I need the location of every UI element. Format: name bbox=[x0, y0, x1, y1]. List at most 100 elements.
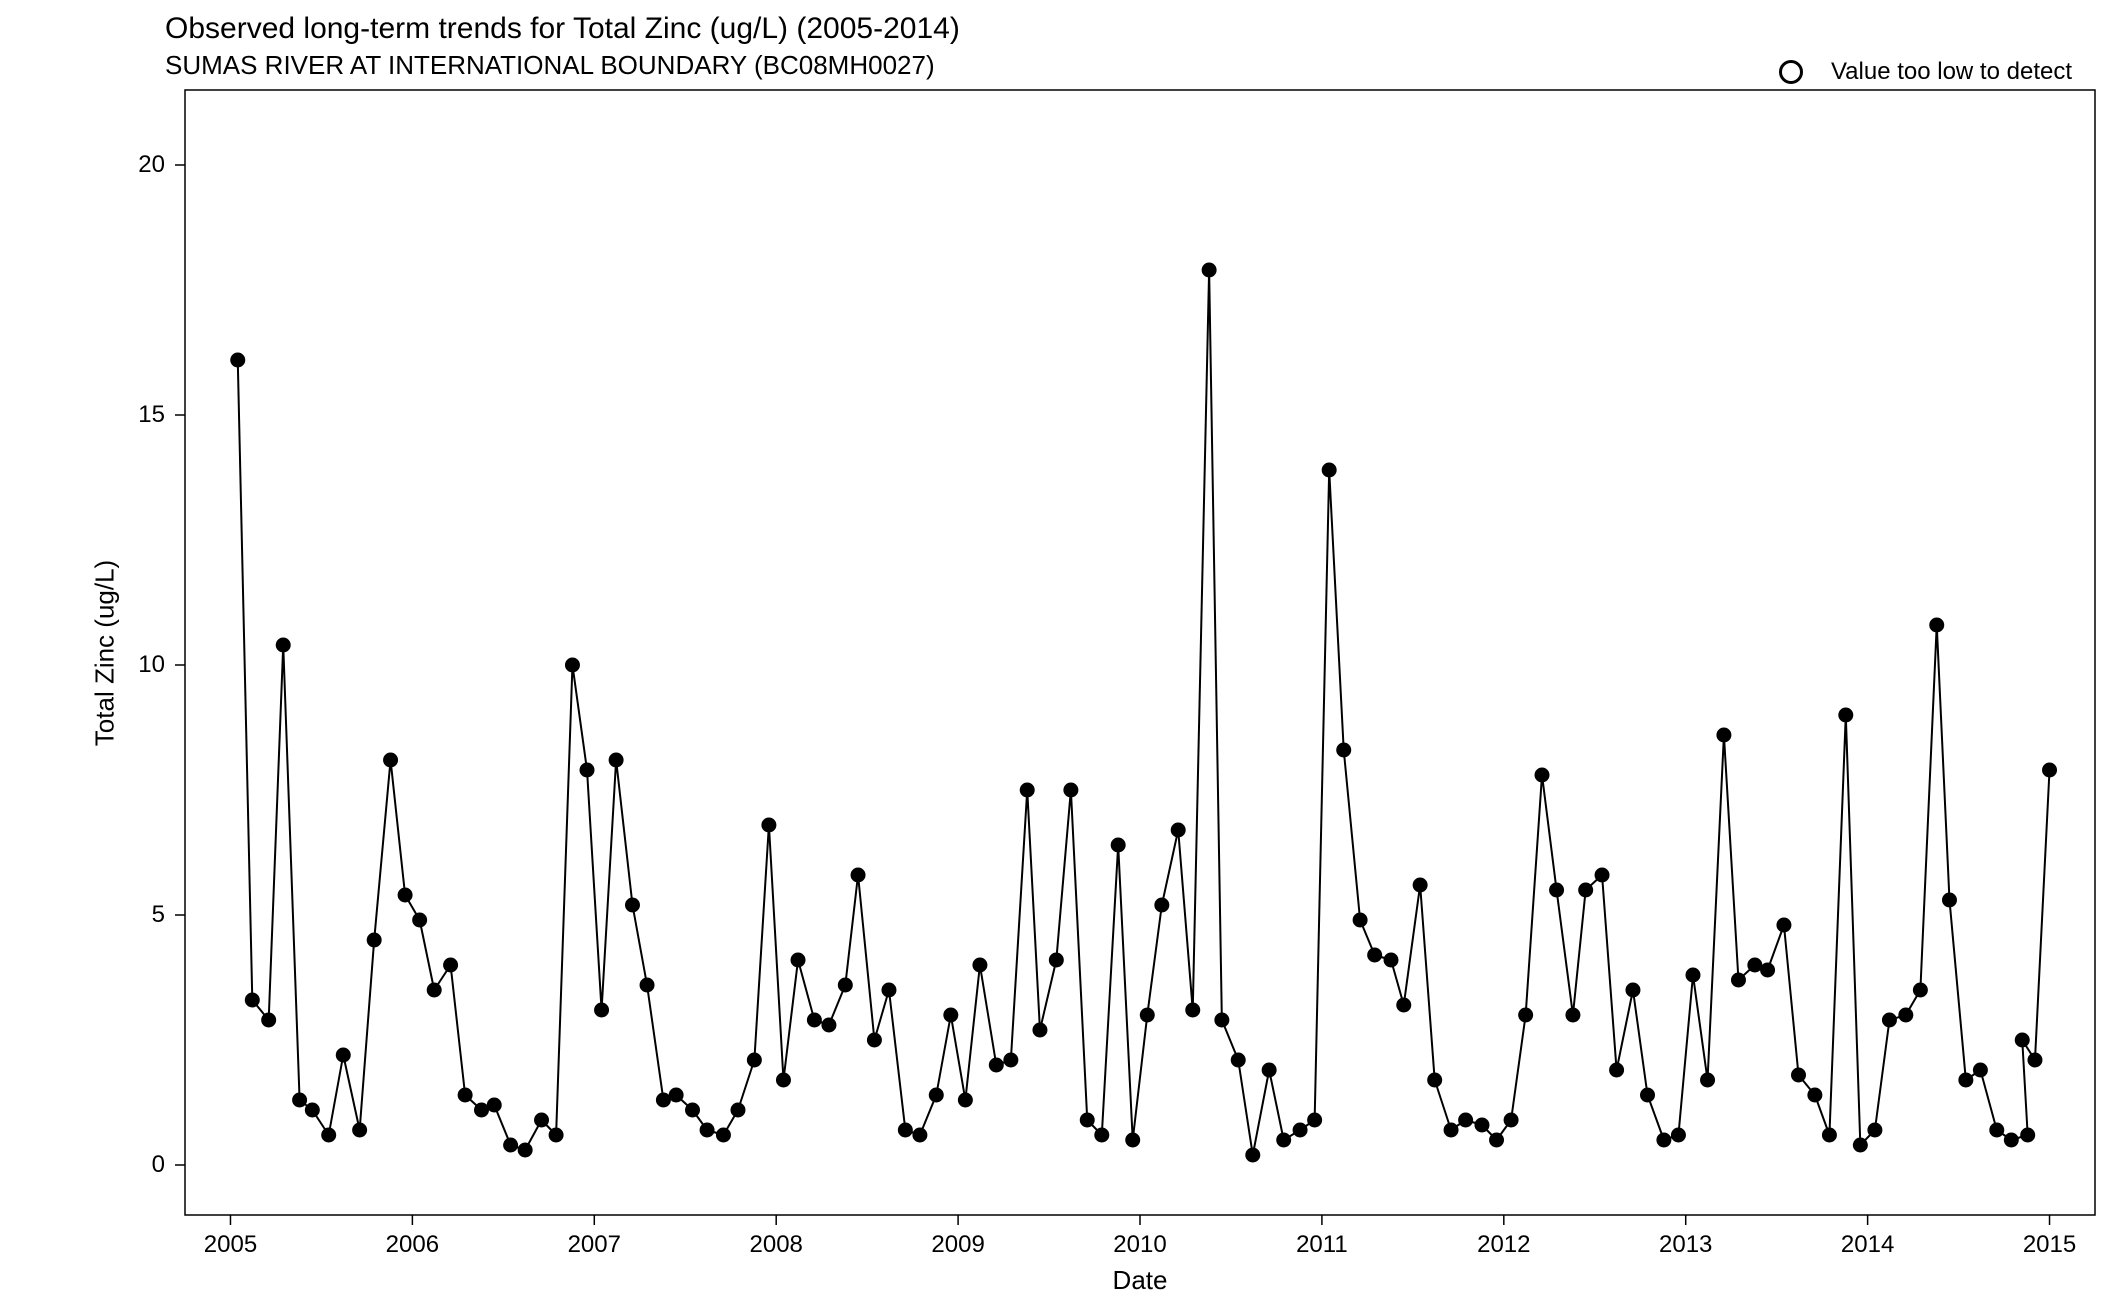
data-point bbox=[747, 1053, 761, 1067]
data-point bbox=[2043, 763, 2057, 777]
data-point bbox=[353, 1123, 367, 1137]
data-point bbox=[851, 868, 865, 882]
data-point bbox=[1626, 983, 1640, 997]
y-tick-label: 20 bbox=[138, 151, 165, 179]
x-tick-label: 2012 bbox=[1477, 1231, 1530, 1259]
data-point bbox=[1839, 708, 1853, 722]
data-point bbox=[231, 353, 245, 367]
data-point bbox=[2015, 1033, 2029, 1047]
y-tick-label: 0 bbox=[152, 1151, 165, 1179]
data-point bbox=[1231, 1053, 1245, 1067]
data-point bbox=[791, 953, 805, 967]
data-point bbox=[475, 1103, 489, 1117]
data-point bbox=[656, 1093, 670, 1107]
data-point bbox=[1671, 1128, 1685, 1142]
data-point bbox=[1717, 728, 1731, 742]
data-point bbox=[700, 1123, 714, 1137]
data-point bbox=[1566, 1008, 1580, 1022]
data-point bbox=[1701, 1073, 1715, 1087]
data-point bbox=[1459, 1113, 1473, 1127]
data-point bbox=[716, 1128, 730, 1142]
data-point bbox=[1246, 1148, 1260, 1162]
data-point bbox=[504, 1138, 518, 1152]
data-point bbox=[1475, 1118, 1489, 1132]
x-tick-label: 2007 bbox=[568, 1231, 621, 1259]
data-point bbox=[1111, 838, 1125, 852]
data-point bbox=[1930, 618, 1944, 632]
x-axis-label: Date bbox=[1113, 1265, 1168, 1296]
data-point bbox=[1731, 973, 1745, 987]
data-point bbox=[245, 993, 259, 1007]
y-axis-label: Total Zinc (ug/L) bbox=[90, 559, 121, 745]
data-point bbox=[305, 1103, 319, 1117]
data-point bbox=[1004, 1053, 1018, 1067]
x-tick-label: 2005 bbox=[204, 1231, 257, 1259]
data-point bbox=[1550, 883, 1564, 897]
data-point bbox=[1579, 883, 1593, 897]
data-point bbox=[398, 888, 412, 902]
data-point bbox=[1215, 1013, 1229, 1027]
data-point bbox=[1761, 963, 1775, 977]
data-point bbox=[1868, 1123, 1882, 1137]
data-point bbox=[1822, 1128, 1836, 1142]
data-point bbox=[1748, 958, 1762, 972]
data-point bbox=[384, 753, 398, 767]
data-point bbox=[535, 1113, 549, 1127]
data-point bbox=[882, 983, 896, 997]
data-point bbox=[838, 978, 852, 992]
data-point bbox=[1641, 1088, 1655, 1102]
data-point bbox=[1444, 1123, 1458, 1137]
series-line bbox=[238, 270, 2050, 1155]
data-point bbox=[609, 753, 623, 767]
data-point bbox=[322, 1128, 336, 1142]
data-point bbox=[1792, 1068, 1806, 1082]
chart-container: Observed long-term trends for Total Zinc… bbox=[0, 0, 2112, 1309]
data-point bbox=[1337, 743, 1351, 757]
x-tick-label: 2013 bbox=[1659, 1231, 1712, 1259]
data-point bbox=[1293, 1123, 1307, 1137]
x-tick-label: 2011 bbox=[1296, 1231, 1348, 1259]
x-tick-label: 2015 bbox=[2023, 1231, 2076, 1259]
data-point bbox=[1990, 1123, 2004, 1137]
data-point bbox=[1610, 1063, 1624, 1077]
data-point bbox=[944, 1008, 958, 1022]
data-point bbox=[669, 1088, 683, 1102]
y-tick-label: 10 bbox=[138, 651, 165, 679]
data-point bbox=[1973, 1063, 1987, 1077]
data-point bbox=[580, 763, 594, 777]
data-point bbox=[1033, 1023, 1047, 1037]
data-point bbox=[518, 1143, 532, 1157]
data-point bbox=[1428, 1073, 1442, 1087]
data-point bbox=[1413, 878, 1427, 892]
data-point bbox=[1519, 1008, 1533, 1022]
data-point bbox=[822, 1018, 836, 1032]
x-tick-label: 2010 bbox=[1113, 1231, 1166, 1259]
data-point bbox=[565, 658, 579, 672]
data-point bbox=[1808, 1088, 1822, 1102]
data-point bbox=[262, 1013, 276, 1027]
data-point bbox=[807, 1013, 821, 1027]
data-point bbox=[1171, 823, 1185, 837]
y-tick-label: 5 bbox=[152, 901, 165, 929]
x-tick-label: 2014 bbox=[1841, 1231, 1894, 1259]
data-point bbox=[1899, 1008, 1913, 1022]
data-point bbox=[293, 1093, 307, 1107]
data-point bbox=[367, 933, 381, 947]
data-point bbox=[686, 1103, 700, 1117]
data-point bbox=[640, 978, 654, 992]
data-point bbox=[1262, 1063, 1276, 1077]
data-point bbox=[1942, 893, 1956, 907]
data-point bbox=[487, 1098, 501, 1112]
data-point bbox=[1535, 768, 1549, 782]
data-point bbox=[458, 1088, 472, 1102]
data-point bbox=[1913, 983, 1927, 997]
data-point bbox=[973, 958, 987, 972]
data-point bbox=[1186, 1003, 1200, 1017]
data-point bbox=[731, 1103, 745, 1117]
data-point bbox=[913, 1128, 927, 1142]
data-point bbox=[549, 1128, 563, 1142]
data-point bbox=[929, 1088, 943, 1102]
data-point bbox=[625, 898, 639, 912]
data-point bbox=[1049, 953, 1063, 967]
data-point bbox=[1657, 1133, 1671, 1147]
